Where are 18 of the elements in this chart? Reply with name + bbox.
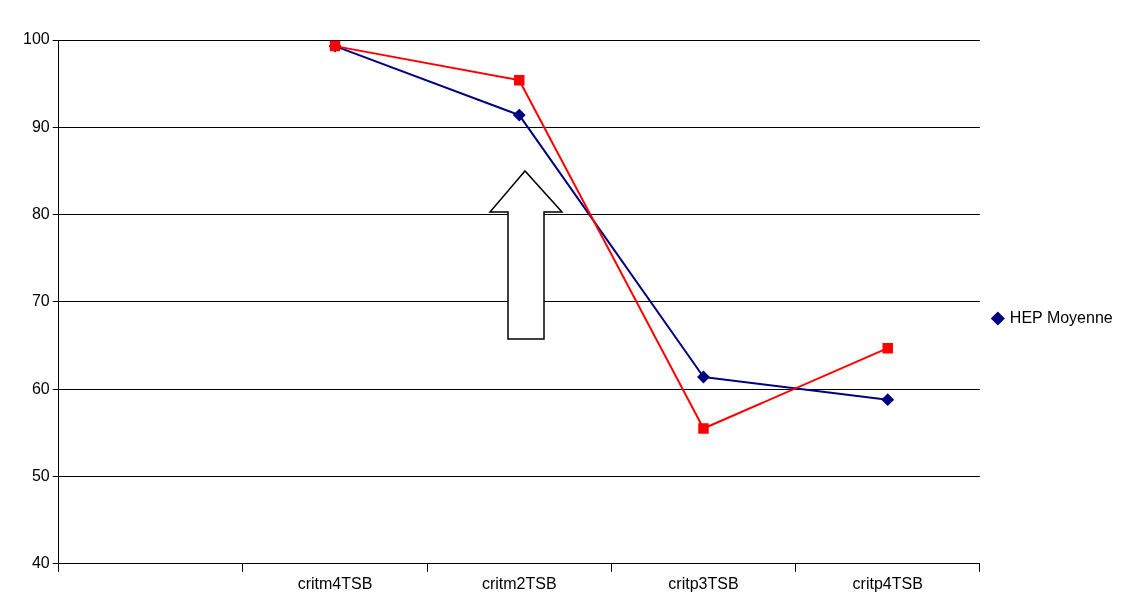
x-tick-label: critm2TSB [481, 574, 557, 592]
y-tick-label: 100 [22, 30, 50, 48]
y-tick-label: 40 [31, 554, 50, 572]
y-tick-label: 60 [31, 379, 50, 397]
x-tick-label: critm4TSB [297, 574, 373, 592]
point [514, 74, 525, 86]
point [697, 370, 710, 383]
point [698, 423, 709, 434]
point [882, 342, 893, 354]
point [881, 393, 894, 406]
y-tick-label: 50 [31, 466, 50, 484]
x-tick-label: critp3TSB [668, 574, 739, 592]
point [513, 109, 526, 122]
legend-label: HEP Moyenne [1009, 308, 1113, 326]
y-tick-label: 90 [31, 117, 50, 135]
y-tick-label: 70 [31, 292, 50, 310]
y-tick-label: 80 [31, 205, 50, 223]
x-tick-label: critp4TSB [852, 574, 923, 592]
